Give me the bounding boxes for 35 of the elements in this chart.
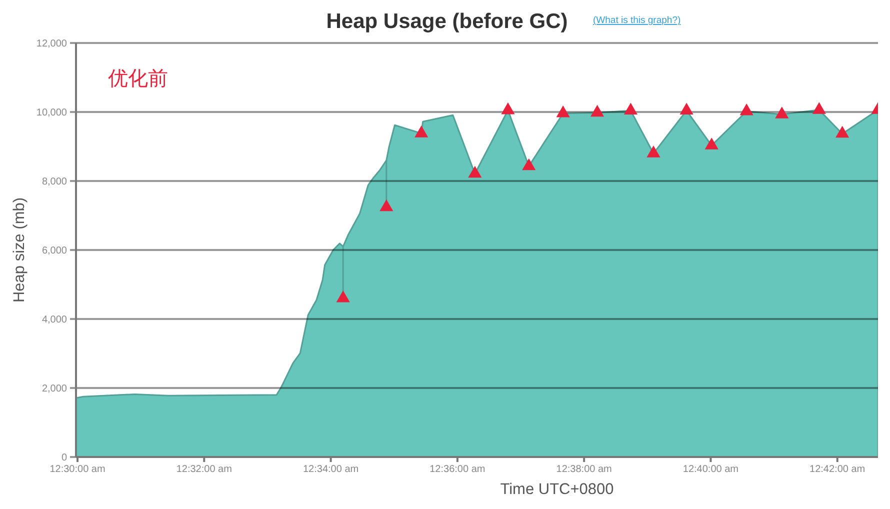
point <box>835 126 850 138</box>
point <box>380 199 394 212</box>
y-tick-label: 2,000 <box>42 384 68 394</box>
x-tick-label: 12:34:00 am <box>302 464 359 475</box>
point <box>812 102 826 114</box>
annotation: 优化前 <box>108 66 168 90</box>
point <box>590 104 604 117</box>
x-tick-label: 12:32:00 am <box>176 464 232 475</box>
y-tick-label: 12,000 <box>36 38 68 50</box>
point <box>556 106 570 118</box>
point <box>646 146 660 158</box>
y-tick-label: 10,000 <box>36 108 68 118</box>
point <box>336 290 350 302</box>
y-tick-label: 0 <box>61 452 68 464</box>
chart-title: Heap Usage (before GC) <box>326 10 568 33</box>
y-tick-label: 8,000 <box>42 176 68 188</box>
x-axis-title: Time UTC+0800 <box>500 481 614 498</box>
x-tick-label: 12:42:00 am <box>810 464 866 475</box>
x-tick-label: 12:40:00 am <box>682 464 739 475</box>
point <box>775 106 789 118</box>
y-tick-label: 6,000 <box>42 246 68 256</box>
point <box>680 102 694 115</box>
point <box>740 103 754 116</box>
point <box>522 158 536 170</box>
point <box>468 166 482 178</box>
chart-subtitle: (What is this graph?) <box>593 15 681 26</box>
y-axis-title: Heap size (mb) <box>11 197 28 303</box>
x-tick-label: 12:38:00 am <box>556 464 612 475</box>
point <box>414 126 428 138</box>
x-tick-label: 12:36:00 am <box>430 464 486 475</box>
point <box>624 102 638 115</box>
point <box>501 102 515 114</box>
y-tick-label: 4,000 <box>42 314 68 326</box>
point <box>704 138 718 150</box>
x-tick-label: 12:30:00 am <box>50 464 106 475</box>
